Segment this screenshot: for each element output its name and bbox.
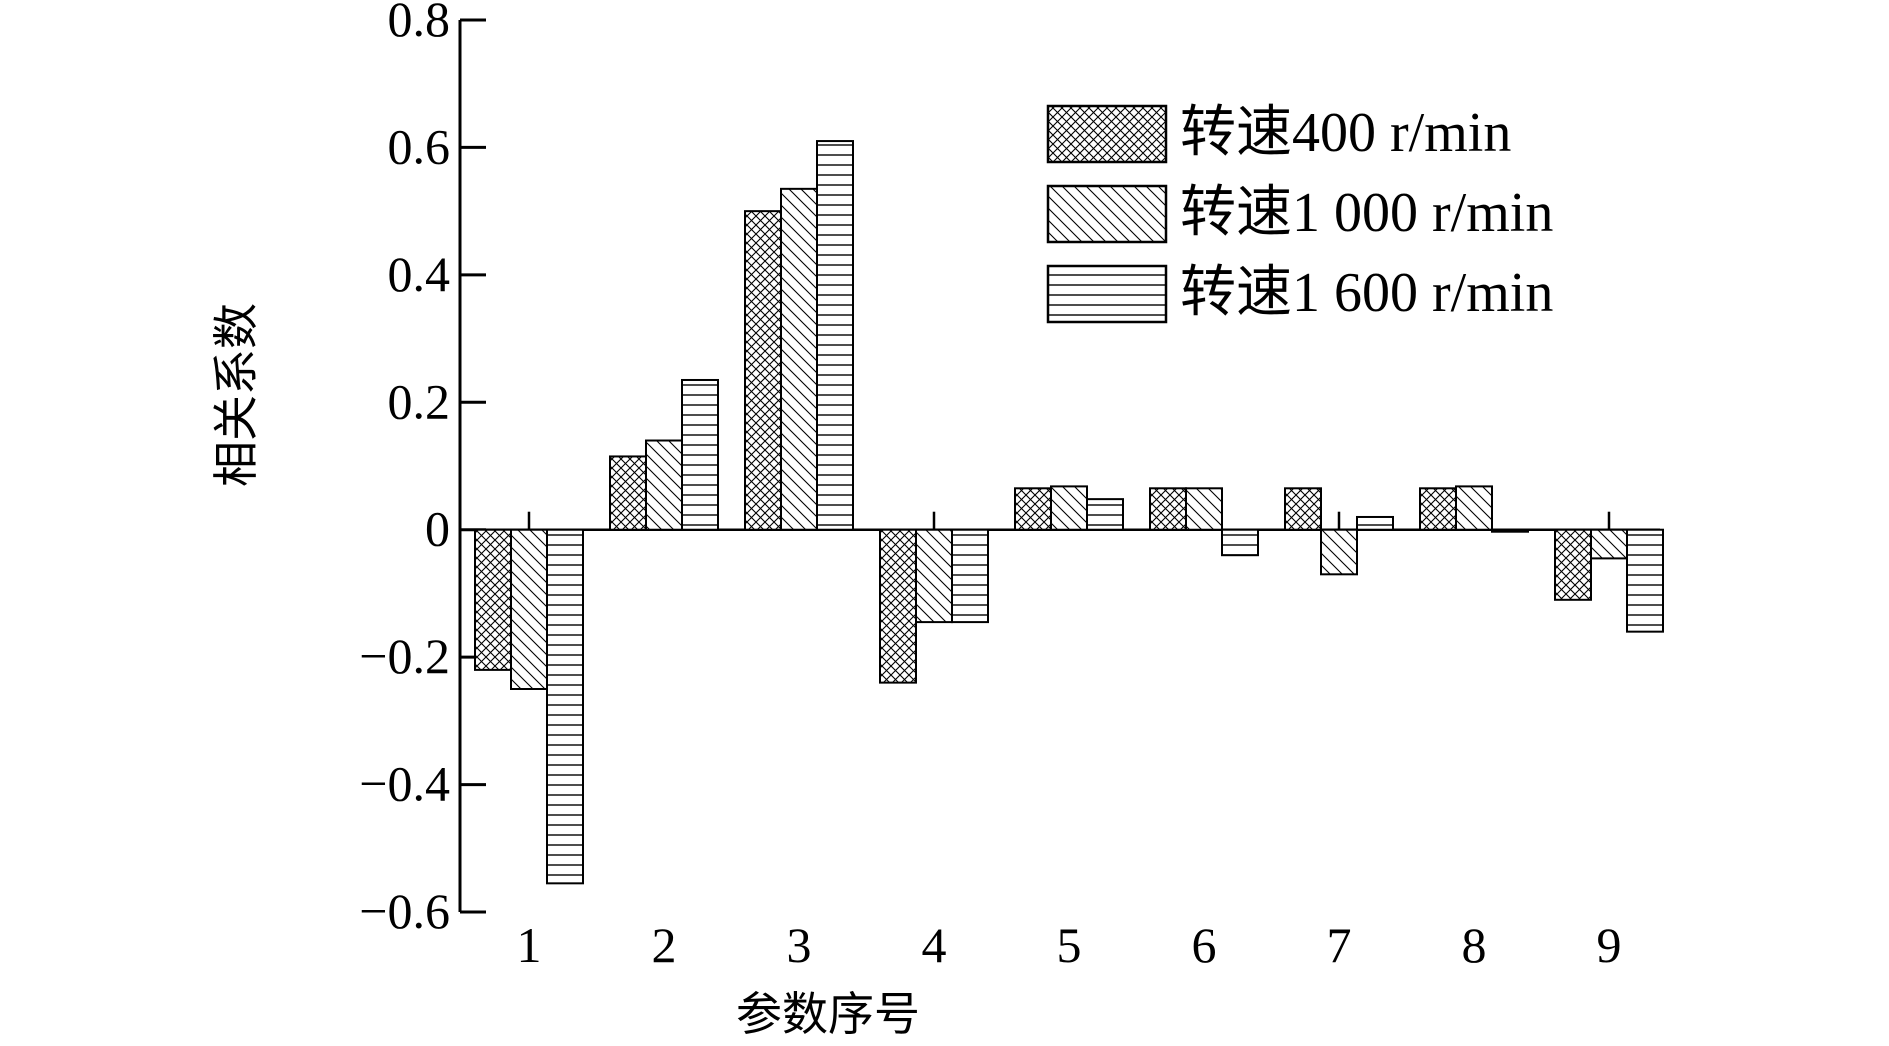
x-tick-label: 6 — [1192, 917, 1217, 973]
axis-labels: 相关系数 参数序号 — [211, 303, 920, 1040]
legend-label: 转速400 r/min — [1180, 102, 1511, 164]
legend: 转速400 r/min 转速1 000 r/min 转速1 600 r/min — [1046, 102, 1553, 324]
bar — [546, 528, 584, 885]
y-tick-label: 0.6 — [388, 118, 451, 174]
bar — [681, 378, 719, 531]
legend-label: 转速1 000 r/min — [1180, 182, 1553, 244]
bar — [645, 439, 683, 531]
bar — [1554, 528, 1592, 601]
y-tick-label: −0.6 — [359, 883, 450, 939]
y-tick-label: 0.4 — [388, 246, 451, 302]
bar — [1356, 515, 1394, 531]
y-tick-label: −0.2 — [359, 628, 450, 684]
bar — [744, 210, 782, 531]
bar — [1455, 485, 1493, 531]
y-axis-title: 相关系数 — [211, 303, 262, 487]
bar — [951, 528, 989, 624]
bar — [879, 528, 917, 684]
y-tick-label: 0.8 — [388, 0, 451, 47]
axes: −0.6 −0.4 −0.2 0 0.2 0.4 0.6 0.8 1 2 3 4 5 6 7 8 9 — [359, 0, 1660, 973]
bar — [1590, 528, 1628, 560]
bar — [816, 140, 854, 531]
legend-swatch — [1046, 104, 1168, 164]
bar — [1050, 485, 1088, 531]
bar — [1014, 487, 1052, 531]
x-tick-label: 5 — [1057, 917, 1082, 973]
y-tick-label: −0.4 — [359, 756, 450, 812]
legend-label: 转速1 600 r/min — [1180, 262, 1553, 324]
bar — [474, 528, 512, 671]
bar — [1491, 528, 1529, 533]
bar — [1320, 528, 1358, 576]
bar — [915, 528, 953, 624]
x-tick-label: 7 — [1327, 917, 1352, 973]
x-tick-label: 3 — [787, 917, 812, 973]
bar — [609, 455, 647, 531]
x-tick-label: 9 — [1597, 917, 1622, 973]
legend-swatch — [1046, 184, 1168, 244]
bar — [1086, 498, 1124, 531]
y-tick-label: 0 — [425, 501, 450, 557]
bar — [510, 528, 548, 691]
bar — [1221, 528, 1259, 557]
bars — [474, 140, 1664, 885]
x-tick-label: 1 — [517, 917, 542, 973]
x-tick-label: 2 — [652, 917, 677, 973]
x-tick-label: 8 — [1462, 917, 1487, 973]
bar — [1284, 487, 1322, 531]
bar — [1149, 487, 1187, 531]
x-tick-label: 4 — [922, 917, 947, 973]
bar — [1185, 487, 1223, 531]
y-tick-label: 0.2 — [388, 373, 451, 429]
bar — [1419, 487, 1457, 531]
bar — [780, 187, 818, 531]
bar — [1626, 528, 1664, 633]
x-axis-title: 参数序号 — [736, 989, 920, 1040]
legend-swatch — [1046, 264, 1168, 324]
